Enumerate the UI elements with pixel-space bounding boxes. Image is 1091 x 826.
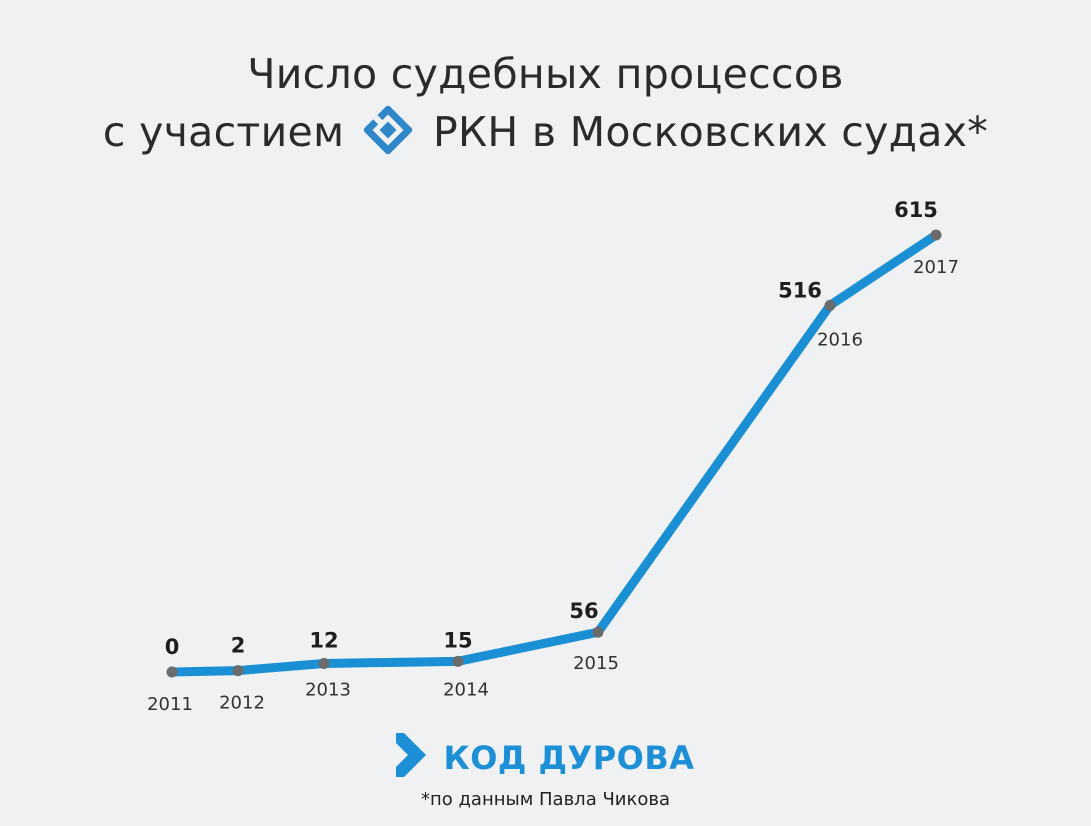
data-point: [166, 666, 178, 678]
data-point: [318, 657, 330, 669]
data-label: 2: [231, 634, 246, 658]
data-label: 615: [894, 198, 938, 222]
data-point: [232, 665, 244, 677]
data-label: 56: [569, 599, 598, 623]
x-tick-label: 2012: [219, 693, 265, 714]
data-label: 0: [165, 635, 180, 659]
rkn-logo-icon: [363, 105, 412, 155]
chart-title-line2-end: РКН в Московских судах*: [433, 108, 989, 156]
chart-title: Число судебных процессов с участием РКН …: [0, 45, 1091, 161]
brand-name: КОД ДУРОВА: [443, 739, 695, 777]
x-tick-label: 2011: [147, 694, 193, 715]
data-point: [592, 626, 604, 638]
data-label: 516: [778, 278, 822, 302]
x-tick-label: 2014: [443, 679, 489, 700]
x-tick-label: 2017: [913, 257, 959, 278]
chart-title-line1: Число судебных процессов: [247, 50, 844, 98]
chevron-right-icon: [396, 733, 427, 777]
data-label: 15: [443, 628, 472, 652]
chart-title-line2: с участием РКН в Московских судах*: [0, 103, 1091, 161]
source-footnote: *по данным Павла Чикова: [420, 789, 671, 810]
chart-title-line2-start: с участием: [102, 108, 345, 156]
data-point: [452, 655, 464, 667]
brand-logo: КОД ДУРОВА: [0, 733, 1091, 777]
data-point: [930, 229, 942, 241]
data-label: 12: [309, 628, 338, 652]
x-tick-label: 2016: [817, 329, 863, 350]
data-point: [824, 299, 836, 311]
x-tick-label: 2015: [573, 653, 619, 674]
x-tick-label: 2013: [305, 679, 351, 700]
